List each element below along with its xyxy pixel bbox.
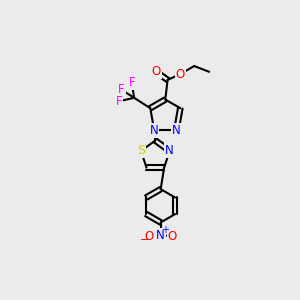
Text: N: N (165, 144, 174, 158)
Text: F: F (118, 83, 125, 96)
Text: F: F (128, 76, 135, 89)
Text: −: − (140, 236, 149, 245)
Text: O: O (176, 68, 185, 81)
Text: F: F (116, 95, 122, 108)
Text: N: N (172, 124, 181, 136)
Text: N: N (150, 124, 158, 136)
Text: O: O (168, 230, 177, 243)
Text: S: S (137, 144, 145, 158)
Text: O: O (145, 230, 154, 243)
Text: O: O (152, 65, 161, 78)
Text: N: N (156, 229, 165, 242)
Text: +: + (160, 225, 169, 235)
